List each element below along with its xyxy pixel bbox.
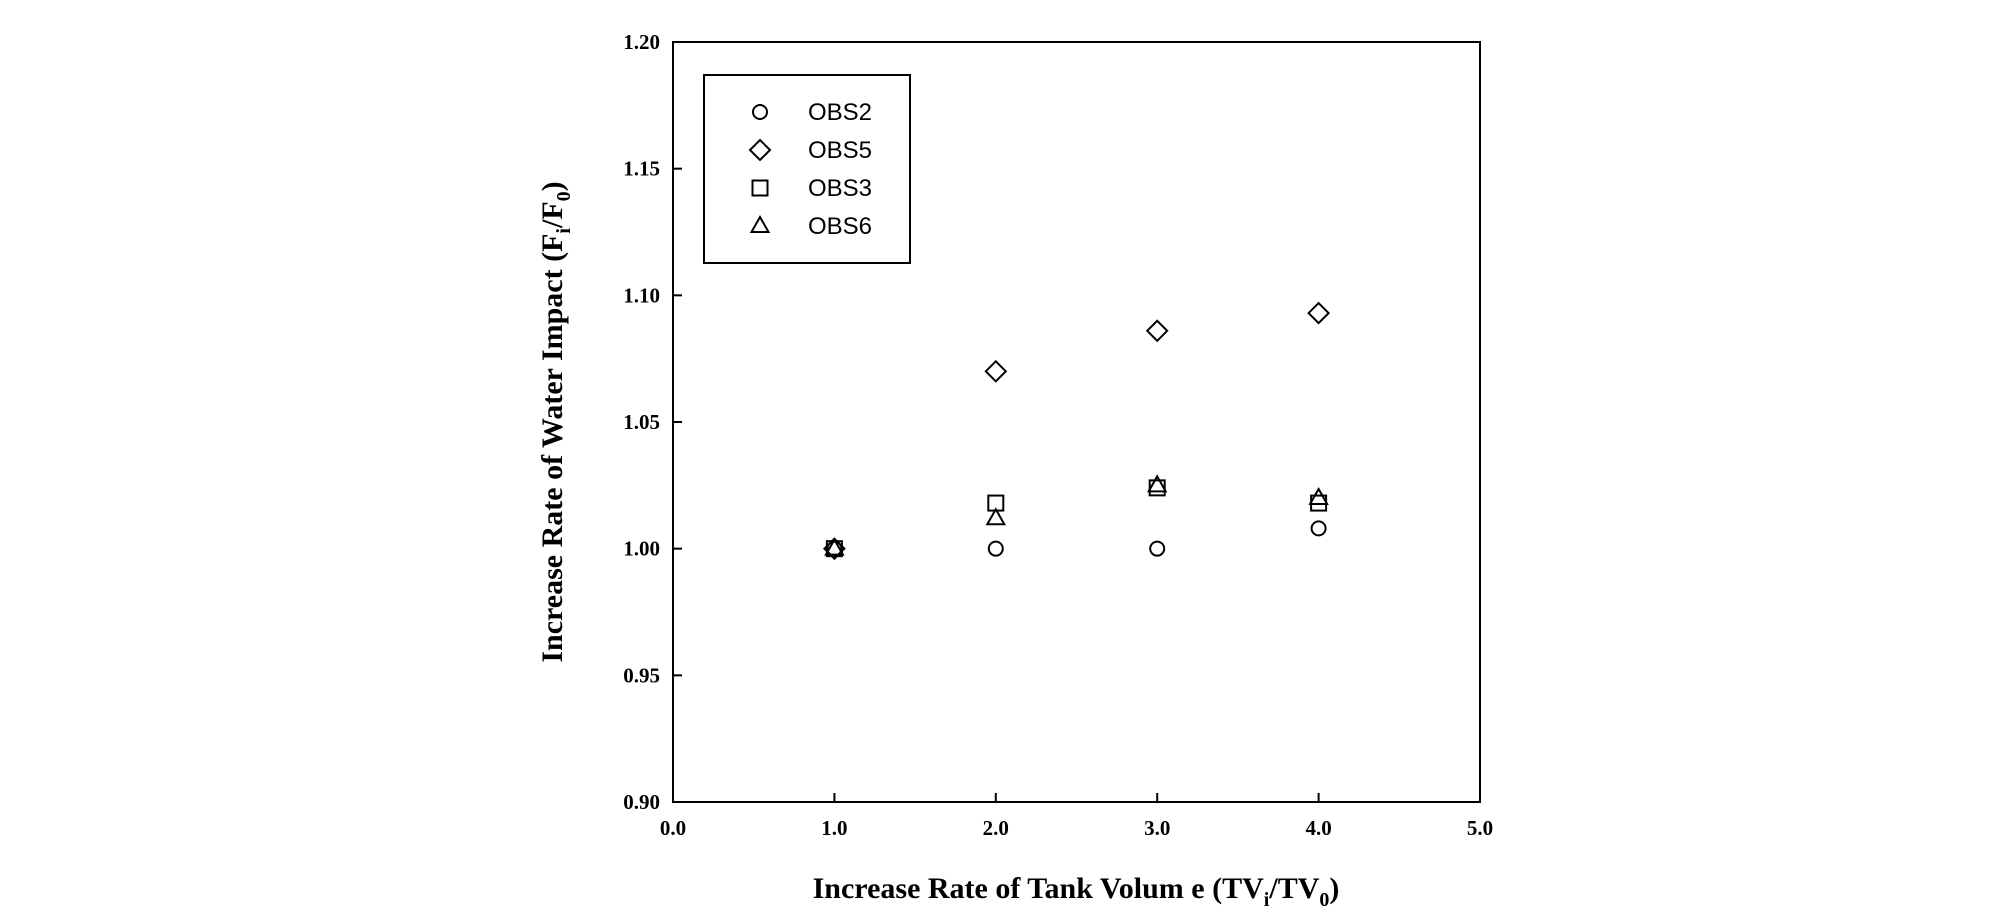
obs5-point	[984, 359, 1008, 383]
y-tick-label: 1.05	[623, 410, 660, 434]
legend-obs2-marker	[752, 104, 768, 120]
x-axis: 0.0 1.0 2.0 3.0 4.0 5.0	[660, 793, 1493, 840]
y-tick-label: 0.90	[623, 790, 660, 814]
obs3-point	[1148, 479, 1166, 497]
data-points	[822, 301, 1331, 561]
legend: OBS2 OBS5 OBS3 OBS6	[703, 74, 911, 264]
legend-obs3-label: OBS3	[808, 175, 872, 202]
legend-obs6-marker	[749, 214, 771, 233]
y-axis: 0.90 0.95 1.00 1.05 1.10 1.15 1.20	[623, 30, 682, 814]
legend-obs5-marker	[748, 138, 772, 162]
obs6-point	[985, 507, 1007, 526]
legend-obs5-label: OBS5	[808, 137, 872, 164]
obs6-point	[1308, 486, 1329, 505]
legend-box	[703, 74, 911, 264]
obs5-point	[1145, 319, 1169, 343]
obs2-point	[1149, 540, 1166, 557]
obs6-point	[1146, 474, 1168, 493]
y-tick-label: 1.10	[623, 283, 660, 307]
legend-obs3-marker	[751, 179, 769, 197]
plot-area	[672, 41, 1481, 803]
y-tick-label: 1.20	[623, 30, 660, 54]
legend-obs6-label: OBS6	[808, 213, 872, 240]
x-tick-label: 5.0	[1467, 816, 1493, 840]
legend-obs2-label: OBS2	[808, 99, 872, 126]
y-tick-label: 0.95	[623, 663, 660, 687]
y-tick-label: 1.15	[623, 157, 660, 181]
y-tick-label: 1.00	[623, 537, 660, 561]
x-tick-label: 0.0	[660, 816, 686, 840]
x-tick-label: 1.0	[821, 816, 847, 840]
x-tick-label: 2.0	[983, 816, 1009, 840]
x-axis-title: Increase Rate of Tank Volum e (TVi/TV0)	[813, 872, 1340, 908]
x-tick-label: 4.0	[1305, 816, 1331, 840]
x-tick-label: 3.0	[1144, 816, 1170, 840]
obs2-point	[987, 540, 1004, 557]
obs2-point	[1310, 520, 1327, 537]
obs5-point	[1307, 301, 1331, 325]
y-axis-title: Increase Rate of Water Impact (Fi/F0)	[536, 181, 575, 662]
obs6-point	[824, 537, 845, 556]
